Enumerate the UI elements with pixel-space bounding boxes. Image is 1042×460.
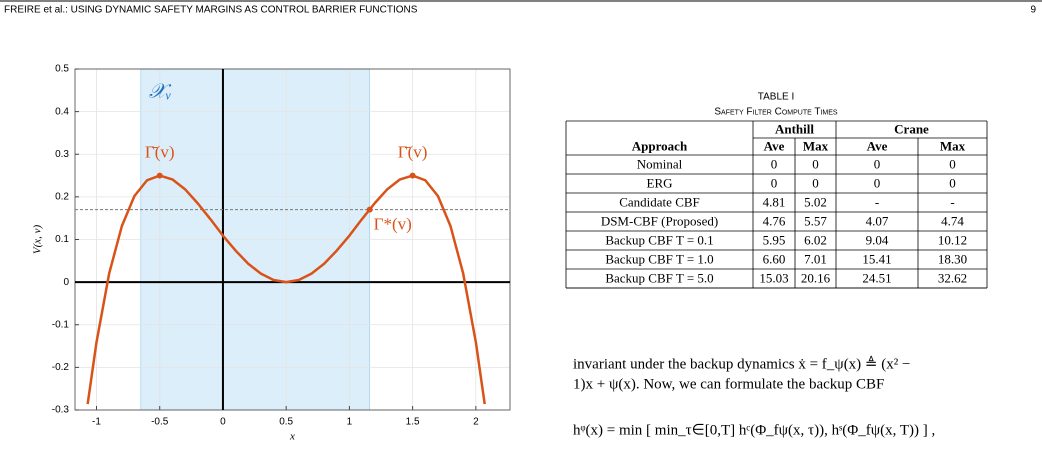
x-tick-label: -0.5 [151,417,169,428]
table-cell: 4.74 [941,213,964,228]
table-cell: Nominal [637,156,683,171]
table-cell: 0 [949,175,956,190]
y-tick-label: 0 [63,277,69,288]
x-tick-label: 1 [347,417,353,428]
table-cell: 0 [812,175,819,190]
y-tick-label: 0.5 [55,64,69,75]
plot-frame [74,68,511,411]
table-group-header: Crane [894,121,929,136]
table-cell: 15.41 [862,251,891,266]
x-axis-label: x [289,431,295,443]
y-tick-label: -0.2 [52,362,70,373]
point [409,172,416,179]
table-cell: 20.16 [801,270,831,285]
table-cell: DSM-CBF (Proposed) [601,213,718,228]
table-cell: Candidate CBF [619,194,700,209]
y-tick-label: -0.3 [52,405,70,416]
table-cell: 5.02 [804,194,827,209]
annotation: Γ̄(v) [398,142,428,161]
body-text: 1)x + ψ(x). Now, we can formulate the ba… [573,376,884,392]
table-cell: 0 [874,156,881,171]
equation: hᵠ(x) = min [ min_τ∈[0,T] hᶜ(Φ_fψ(x, τ))… [573,422,935,438]
x-tick-label: -1 [92,417,101,428]
x-tick-label: 1.5 [406,417,420,428]
x-tick-label: 2 [473,417,479,428]
table-cell: 0 [771,175,778,190]
table-cell: 6.60 [763,251,786,266]
table-cell: 0 [812,156,819,171]
table-cell: 32.62 [938,270,967,285]
table-cell: 10.12 [938,232,967,247]
table-header: Approach [632,138,688,153]
x-tick-label: 0.5 [279,417,293,428]
table-cell: 5.57 [804,213,827,228]
y-tick-label: 0.2 [55,192,69,203]
table-cell: 18.30 [938,251,967,266]
y-tick-label: -0.1 [52,319,70,330]
curve [86,174,486,405]
y-tick-label: 0.4 [55,106,69,117]
table-cell: 4.81 [763,194,786,209]
table-cell: 4.07 [866,213,889,228]
table-cell: 0 [771,156,778,171]
table-cell: 7.01 [804,251,827,266]
table-cell: ERG [647,175,673,190]
running-header: FREIRE et al.: USING DYNAMIC SAFETY MARG… [4,5,418,16]
table-header: Ave [764,138,785,153]
table-title: TABLE I [758,92,795,103]
table-cell: Backup CBF T = 1.0 [605,251,713,266]
table-header: Max [940,138,966,153]
table-cell: 4.76 [763,213,786,228]
point [366,206,373,213]
table-cell: 6.02 [804,232,827,247]
table-cell: 15.03 [759,270,788,285]
table-cell: Backup CBF T = 5.0 [605,270,713,285]
table-cell: 5.95 [763,232,786,247]
table-header: Ave [867,138,888,153]
table-caption: Safety Filter Compute Times [714,107,838,118]
table-cell: - [950,194,954,209]
table-cell: 9.04 [866,232,889,247]
page-number: 9 [1030,5,1036,16]
point [156,172,163,179]
x-tick-label: 0 [220,417,226,428]
annotation: Γ̄(v) [145,142,175,161]
y-tick-label: 0.3 [55,149,69,160]
region-label: 𝒳ᵥ [149,81,172,103]
table-cell: Backup CBF T = 0.1 [605,232,713,247]
table-cell: 0 [874,175,881,190]
table-header: Max [803,138,829,153]
y-tick-label: 0.1 [55,234,69,245]
y-axis-label: V(x, v) [32,225,44,255]
table-cell: - [875,194,879,209]
annotation: Γ*(v) [374,215,412,234]
table-cell: 0 [949,156,956,171]
table-cell: 24.51 [862,270,891,285]
body-text: invariant under the backup dynamics ẋ = … [573,355,910,372]
table-group-header: Anthill [775,121,814,136]
